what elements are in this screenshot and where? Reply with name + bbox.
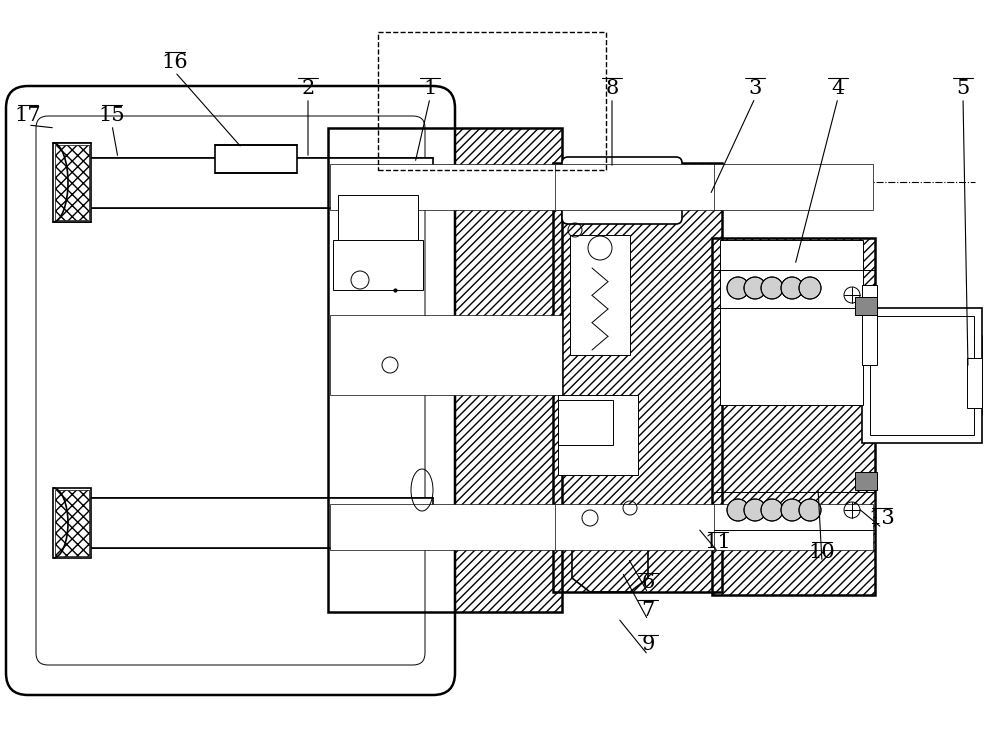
Bar bbox=[330, 164, 562, 210]
Text: 11: 11 bbox=[705, 532, 731, 552]
Text: 10: 10 bbox=[809, 542, 835, 561]
Text: 2: 2 bbox=[301, 79, 315, 98]
Bar bbox=[712, 238, 875, 595]
Bar bbox=[53, 488, 91, 558]
Bar bbox=[215, 145, 297, 173]
Bar bbox=[330, 315, 562, 395]
Circle shape bbox=[761, 277, 783, 299]
Bar bbox=[555, 504, 722, 550]
Bar bbox=[570, 165, 674, 216]
Bar bbox=[555, 164, 722, 210]
Circle shape bbox=[761, 499, 783, 521]
Bar bbox=[714, 164, 873, 210]
Bar bbox=[378, 32, 606, 170]
Circle shape bbox=[727, 499, 749, 521]
Bar bbox=[53, 143, 91, 222]
Text: 8: 8 bbox=[605, 79, 619, 98]
Bar bbox=[870, 316, 974, 435]
Bar bbox=[558, 395, 638, 475]
Circle shape bbox=[744, 277, 766, 299]
Bar bbox=[720, 240, 863, 405]
Bar bbox=[338, 195, 418, 265]
Bar bbox=[333, 240, 423, 290]
Circle shape bbox=[744, 499, 766, 521]
Text: 1: 1 bbox=[423, 79, 437, 98]
Circle shape bbox=[781, 277, 803, 299]
Text: 15: 15 bbox=[99, 106, 125, 125]
Bar bbox=[55, 490, 89, 556]
Text: 7: 7 bbox=[641, 601, 655, 620]
Text: 5: 5 bbox=[956, 79, 970, 98]
Text: 16: 16 bbox=[162, 52, 188, 71]
Bar bbox=[55, 145, 89, 220]
Bar bbox=[862, 285, 877, 365]
Bar bbox=[855, 472, 877, 490]
Circle shape bbox=[781, 499, 803, 521]
Bar bbox=[328, 128, 562, 612]
Polygon shape bbox=[572, 535, 648, 592]
Circle shape bbox=[799, 499, 821, 521]
Bar bbox=[88, 158, 433, 208]
Text: 17: 17 bbox=[15, 106, 41, 125]
Text: 3: 3 bbox=[748, 79, 762, 98]
Bar bbox=[570, 235, 630, 355]
FancyBboxPatch shape bbox=[6, 86, 455, 695]
Circle shape bbox=[799, 277, 821, 299]
Bar bbox=[967, 358, 982, 408]
Bar bbox=[862, 308, 982, 443]
Bar bbox=[553, 163, 722, 592]
Bar bbox=[558, 400, 613, 445]
Circle shape bbox=[727, 277, 749, 299]
Text: 6: 6 bbox=[641, 574, 655, 593]
Bar bbox=[855, 297, 877, 315]
Text: 9: 9 bbox=[641, 636, 655, 655]
Text: 13: 13 bbox=[869, 509, 895, 528]
Bar bbox=[553, 163, 722, 592]
Bar bbox=[88, 498, 433, 548]
Bar bbox=[712, 238, 875, 595]
FancyBboxPatch shape bbox=[562, 157, 682, 224]
Bar bbox=[328, 128, 562, 612]
Text: 4: 4 bbox=[831, 79, 845, 98]
Bar bbox=[330, 504, 562, 550]
Bar bbox=[714, 504, 873, 550]
